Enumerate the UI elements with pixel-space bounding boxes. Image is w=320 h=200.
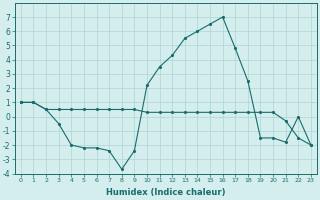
X-axis label: Humidex (Indice chaleur): Humidex (Indice chaleur): [106, 188, 226, 197]
